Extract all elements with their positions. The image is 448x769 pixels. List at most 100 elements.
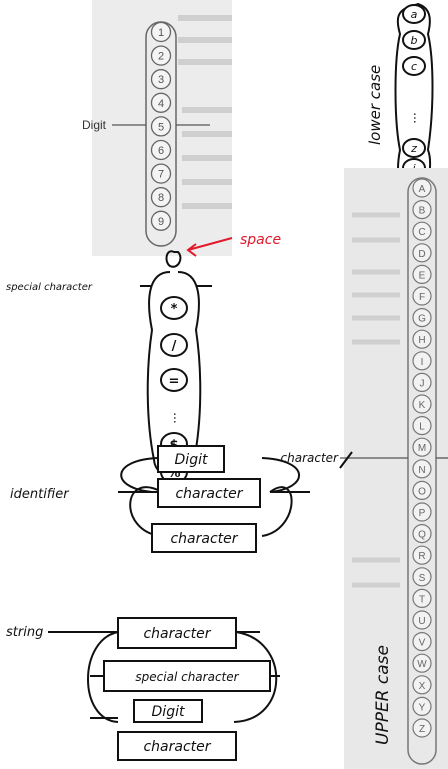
upper-case-diagram: character UPPER case ABCDEFGHIJKLMNOPQRS… [281, 168, 448, 769]
digit-node-label: 3 [158, 74, 164, 86]
lower-case-node [402, 56, 426, 76]
string-box [117, 617, 237, 649]
string-box-label: character [143, 626, 211, 642]
lower-case-label: lower case [366, 65, 384, 145]
upper-case-node-label: Q [418, 530, 426, 541]
upper-case-rail [407, 177, 437, 765]
upper-case-node [412, 696, 432, 717]
string-box-label: Digit [152, 704, 185, 720]
lower-case-node [402, 30, 426, 50]
upper-case-node [412, 718, 432, 738]
upper-case-node [412, 631, 432, 652]
special-character-diagram: special character space */=...$% [6, 232, 281, 484]
upper-case-node [412, 502, 432, 522]
special-node [160, 368, 188, 392]
identifier-label: identifier [10, 487, 70, 502]
digit-node [150, 187, 172, 208]
upper-case-node-label: S [419, 573, 426, 584]
upper-case-node-label: P [419, 508, 426, 519]
string-box-label: special character [135, 670, 239, 684]
upper-case-node [412, 437, 432, 457]
upper-case-node [412, 243, 432, 263]
upper-case-node [412, 610, 432, 630]
string-branch-lines [90, 675, 280, 719]
identifier-diagram: identifier Digit character character [10, 445, 310, 553]
digit-node-label: 8 [158, 192, 164, 204]
upper-case-node-label: F [419, 292, 425, 303]
identifier-box [157, 478, 261, 508]
upper-case-node-label: R [418, 551, 425, 562]
scanned-text-lines [178, 15, 232, 209]
digit-node-label: 9 [158, 216, 164, 228]
digit-node [150, 163, 172, 184]
digit-node [150, 45, 172, 66]
digit-node-label: 5 [158, 121, 164, 133]
digit-node-label: 6 [158, 145, 164, 157]
upper-case-node [412, 545, 432, 565]
upper-case-node [412, 221, 432, 241]
strike-mark [339, 451, 353, 469]
character-label: character [281, 451, 340, 465]
string-diagram: string character special character Digit ch… [6, 617, 280, 761]
upper-case-node-label: B [419, 206, 426, 217]
lower-ellipsis: ... [411, 112, 425, 123]
special-character-label: special character [6, 282, 93, 293]
upper-case-node-label: M [418, 443, 426, 454]
upper-case-node-label: T [419, 594, 425, 605]
space-annotation: space [240, 232, 281, 248]
upper-case-node [412, 372, 432, 392]
upper-case-node-label: K [419, 400, 426, 411]
upper-case-node [412, 394, 432, 414]
upper-case-node [412, 416, 432, 436]
upper-case-node [412, 459, 432, 479]
lower-case-node-label: c [411, 60, 417, 73]
upper-case-node [412, 480, 432, 500]
upper-case-node-label: V [419, 638, 426, 649]
lower-case-node [402, 4, 426, 24]
upper-case-node [412, 264, 432, 284]
identifier-box [157, 445, 225, 473]
special-node-label: * [171, 302, 178, 317]
identifier-box-label: character [170, 531, 238, 547]
special-ellipsis: ... [171, 412, 185, 423]
upper-case-node-label: X [419, 681, 426, 692]
upper-case-node [412, 567, 432, 587]
digit-node-label: 4 [158, 98, 164, 110]
upper-case-node [412, 286, 432, 306]
upper-case-node [412, 653, 432, 673]
upper-case-node [412, 308, 432, 328]
upper-case-node-label: C [418, 227, 425, 238]
upper-case-node [412, 351, 432, 371]
upper-case-node-label: U [418, 616, 425, 627]
upper-case-node-label: L [419, 422, 425, 433]
special-node [160, 333, 188, 357]
upper-case-node [412, 200, 432, 220]
upper-case-node-label: Z [419, 724, 425, 735]
string-label: string [6, 625, 43, 640]
identifier-box-label: character [175, 486, 243, 502]
identifier-box-label: Digit [175, 452, 208, 468]
upper-case-node [412, 523, 432, 544]
upper-case-node [412, 675, 432, 695]
digit-diagram: Digit 1 2 3 4 5 6 7 8 9 [82, 0, 232, 256]
digit-node [150, 116, 172, 137]
upper-case-node-label: I [421, 357, 424, 368]
digit-node-label: 1 [158, 27, 164, 39]
upper-page-background [344, 168, 448, 769]
upper-case-label: UPPER case [373, 645, 393, 745]
string-box [117, 731, 237, 761]
digit-node [150, 21, 172, 43]
upper-case-node-label: A [419, 184, 426, 195]
lower-case-node-label: z [410, 142, 417, 155]
special-node-label: / [172, 339, 177, 354]
space-arrow [186, 237, 233, 257]
upper-case-node-label: O [418, 486, 426, 497]
lower-case-node [402, 138, 426, 158]
identifier-upper-loop [120, 457, 300, 493]
digit-node-label: 7 [158, 169, 164, 181]
special-node-label: = [169, 374, 180, 389]
digit-node [150, 139, 172, 161]
digit-node [150, 92, 172, 113]
upper-case-node-label: Y [419, 702, 426, 713]
